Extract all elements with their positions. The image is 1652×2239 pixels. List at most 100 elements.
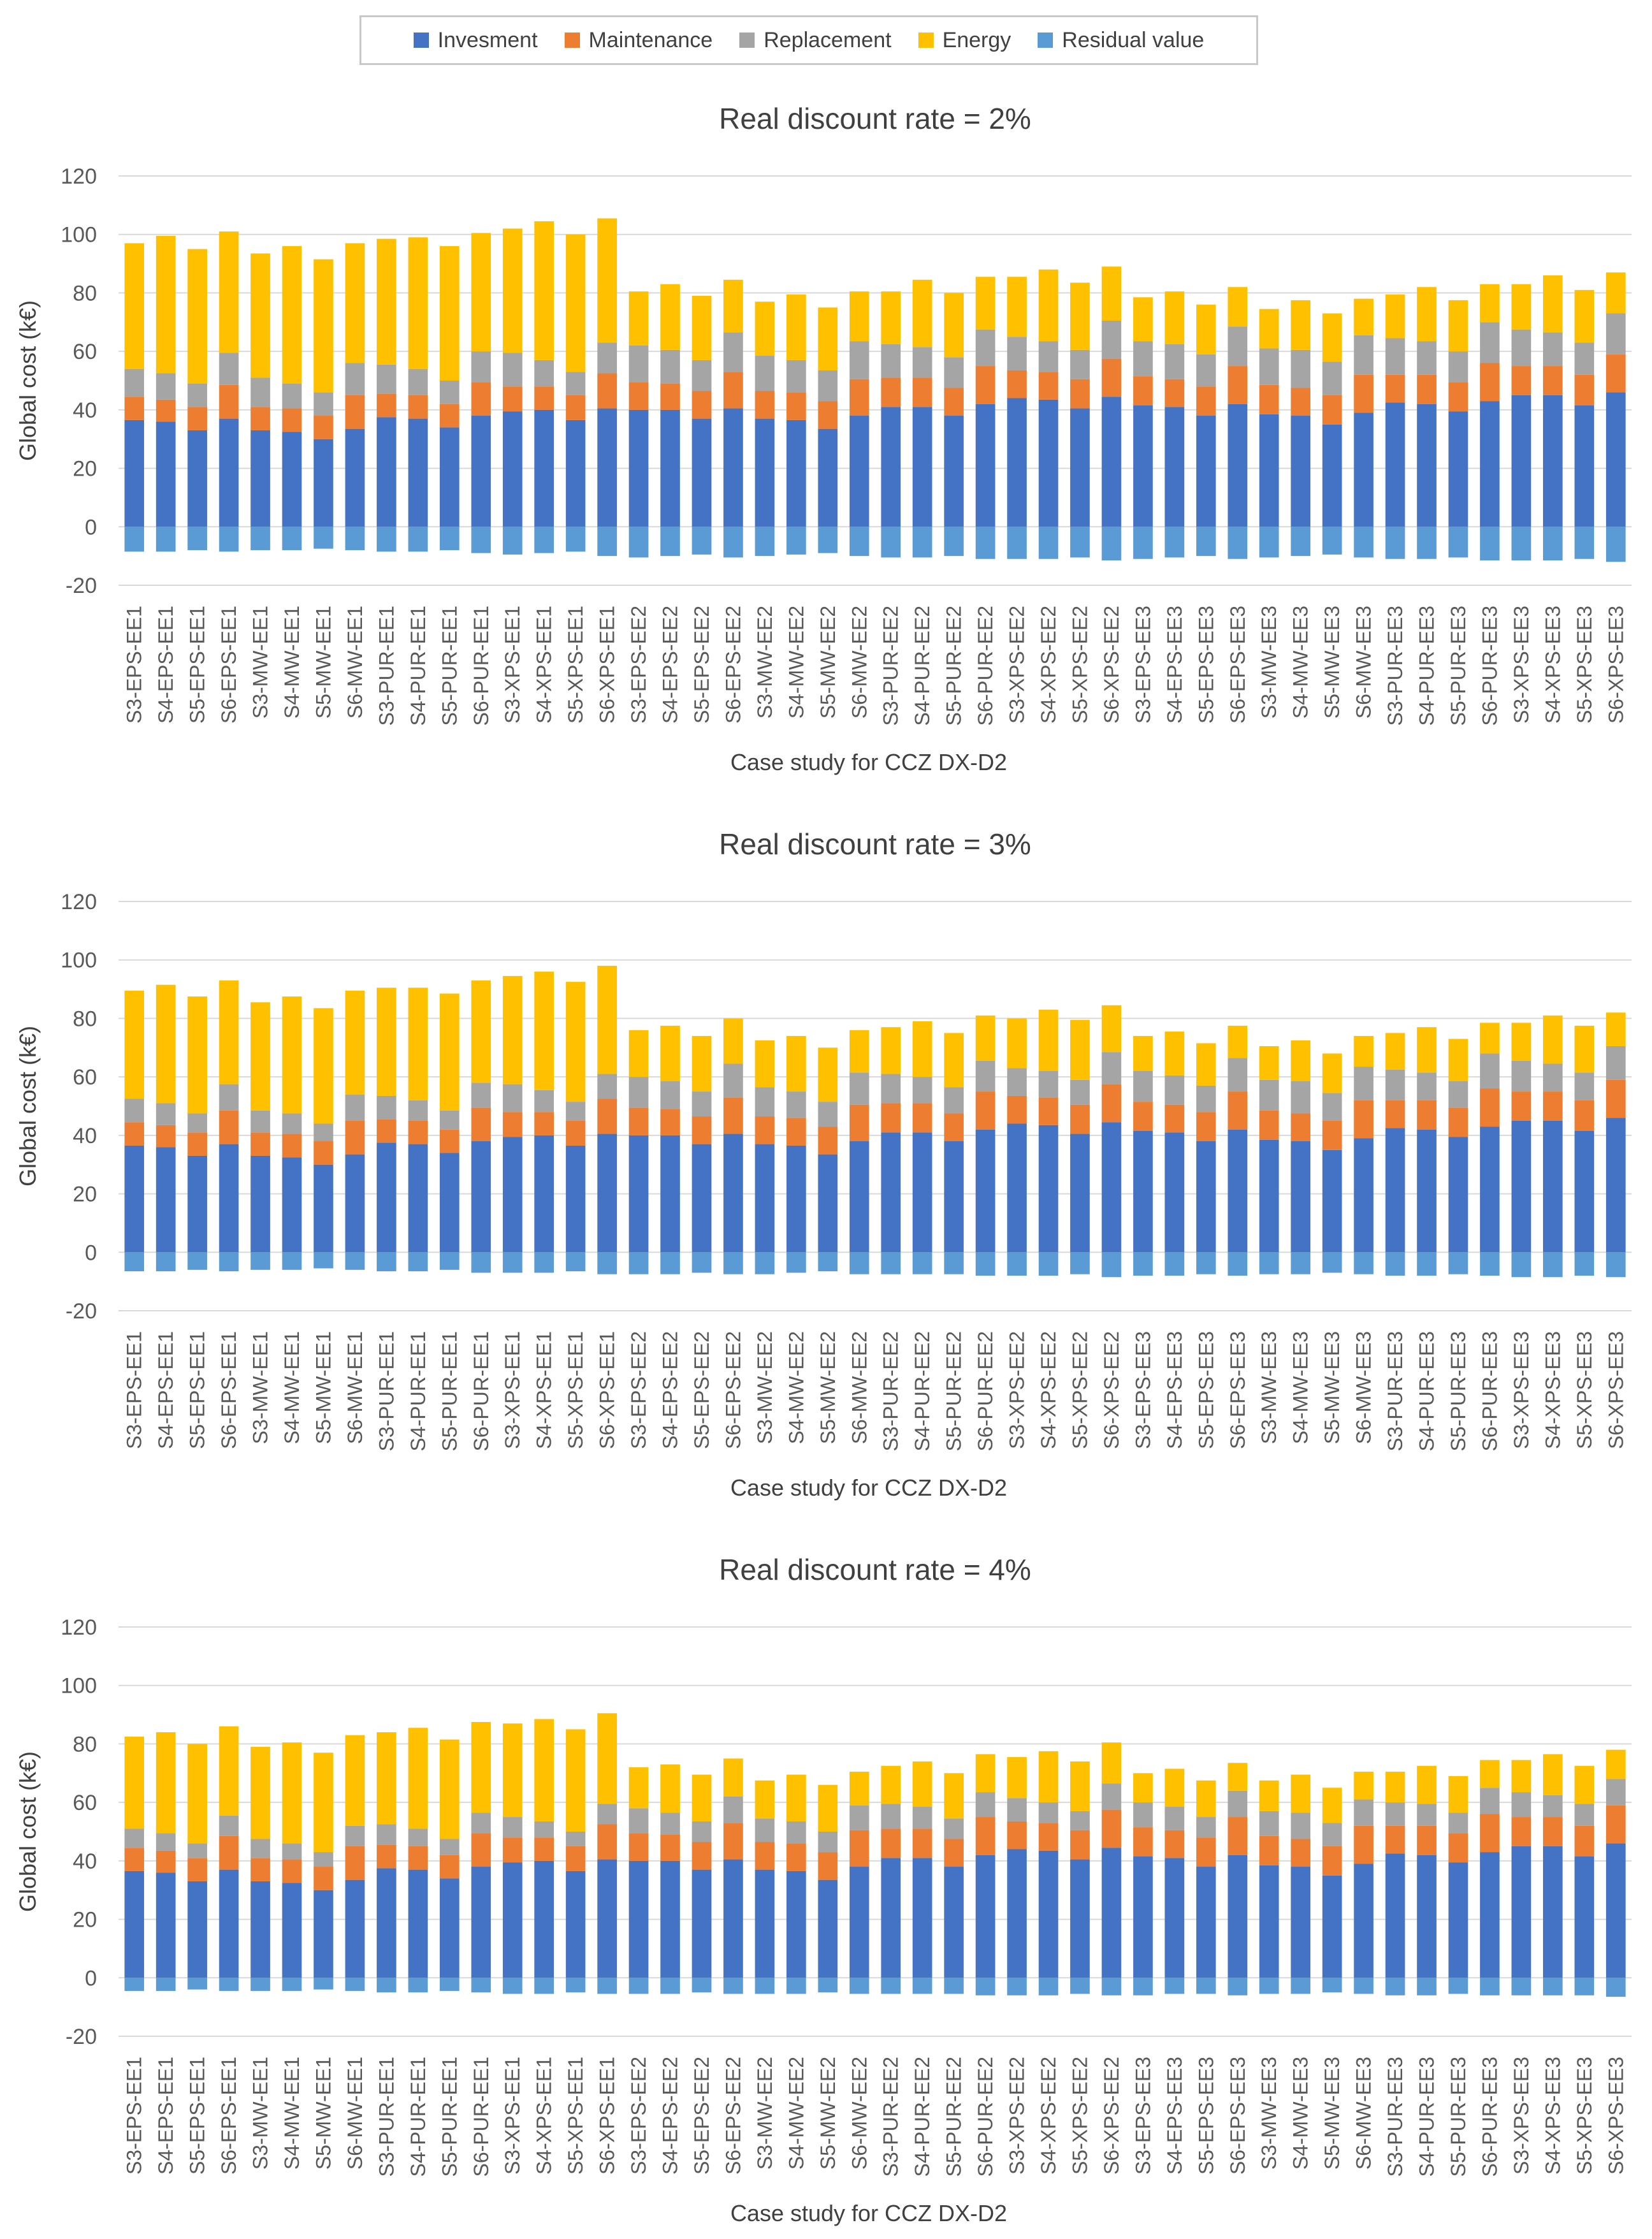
bar-segment: [1511, 395, 1532, 527]
bar-segment: [1322, 1978, 1342, 1993]
bar-segment: [723, 372, 743, 409]
bar-segment: [912, 1077, 932, 1104]
bar-segment: [1480, 1023, 1500, 1054]
bar-segment: [786, 1821, 806, 1844]
bar-segment: [1164, 1769, 1185, 1807]
x-tick-label: S5-MW-EE3: [1321, 1331, 1344, 1444]
bar-segment: [1133, 1978, 1153, 1995]
bar-segment: [1101, 1052, 1122, 1084]
x-tick-label: S3-XPS-EE2: [1006, 606, 1029, 724]
bar-segment: [1480, 527, 1500, 561]
x-tick-label: S3-PUR-EE3: [1384, 2057, 1407, 2177]
bar-segment: [1228, 326, 1248, 367]
bar-segment: [1259, 414, 1279, 527]
bar-segment: [1417, 1027, 1437, 1073]
bar-segment: [660, 1252, 680, 1274]
bar-segment: [1322, 1252, 1342, 1273]
x-tick-label: S3-EPS-EE3: [1131, 606, 1154, 724]
x-tick-label: S6-PUR-EE3: [1478, 606, 1501, 726]
x-tick-label: S3-EPS-EE1: [123, 606, 146, 724]
x-tick-label: S4-XPS-EE2: [1037, 2057, 1060, 2175]
bar-segment: [124, 527, 145, 552]
bar-segment: [219, 353, 239, 385]
bar-segment: [471, 1978, 491, 1993]
x-tick-label: S4-MW-EE3: [1289, 606, 1312, 718]
bar-segment: [282, 1843, 302, 1860]
bar-segment: [502, 1978, 523, 1994]
legend-item: Maintenance: [564, 28, 713, 53]
y-tick-label: 80: [73, 281, 97, 305]
bar-segment: [849, 1978, 869, 1994]
bar-segment: [1574, 342, 1595, 375]
bar-segment: [250, 430, 270, 527]
bar-segment: [565, 1832, 586, 1846]
bar-segment: [1385, 1802, 1405, 1826]
bar-segment: [187, 1155, 207, 1253]
y-tick-label: 100: [61, 223, 97, 247]
bar-segment: [156, 1125, 176, 1148]
bar-segment: [502, 353, 523, 387]
bar-segment: [912, 279, 932, 347]
bar-segment: [723, 279, 743, 333]
bar-segment: [471, 527, 491, 553]
bar-segment: [471, 351, 491, 383]
bar-segment: [818, 1154, 838, 1253]
x-tick-label: S3-XPS-EE1: [501, 1331, 524, 1449]
bar-segment: [944, 527, 964, 557]
bar-segment: [1385, 1825, 1405, 1854]
bar-segment: [975, 1129, 996, 1253]
bar-segment: [1480, 1252, 1500, 1276]
bar-segment: [439, 1129, 460, 1153]
bar-segment: [439, 1878, 460, 1978]
bar-segment: [1543, 332, 1563, 367]
bar-segment: [250, 1839, 270, 1858]
bar-segment: [156, 236, 176, 374]
x-tick-label: S6-EPS-EE2: [721, 2057, 744, 2175]
x-tick-label: S5-MW-EE3: [1321, 2057, 1344, 2170]
x-tick-label: S5-XPS-EE3: [1573, 606, 1596, 724]
y-tick-label: 0: [85, 1966, 97, 1990]
bar-segment: [849, 527, 869, 557]
chart-title: Real discount rate = 2%: [719, 102, 1031, 135]
bar-segment: [282, 432, 302, 527]
x-tick-label: S5-EPS-EE2: [690, 606, 713, 724]
bar-segment: [1543, 1795, 1563, 1818]
bar-segment: [1259, 1079, 1279, 1111]
bar-segment: [944, 388, 964, 416]
x-tick-label: S4-EPS-EE1: [154, 2057, 177, 2175]
bar-segment: [786, 392, 806, 420]
bar-segment: [1133, 1102, 1153, 1131]
bar-segment: [1101, 320, 1122, 359]
bar-segment: [881, 527, 901, 558]
bar-segment: [219, 1835, 239, 1870]
bar-segment: [849, 1141, 869, 1253]
bar-segment: [1574, 1856, 1595, 1978]
bar-segment: [818, 370, 838, 402]
bar-segment: [849, 416, 869, 527]
bar-segment: [912, 1132, 932, 1253]
x-tick-label: S3-MW-EE3: [1257, 1331, 1280, 1444]
bar-segment: [282, 408, 302, 432]
bar-segment: [975, 1817, 996, 1855]
bar-segment: [1480, 1978, 1500, 1995]
bar-segment: [1574, 1252, 1595, 1276]
bar-segment: [881, 1027, 901, 1074]
bar-segment: [1196, 527, 1216, 557]
legend-swatch: [739, 33, 755, 48]
bar-segment: [944, 1773, 964, 1819]
bar-segment: [408, 988, 428, 1100]
bar-segment: [502, 1817, 523, 1838]
bar-segment: [565, 419, 586, 527]
bar-segment: [944, 1818, 964, 1839]
bar-segment: [1417, 404, 1437, 527]
y-tick-label: 0: [85, 1241, 97, 1265]
bar-segment: [502, 386, 523, 412]
bar-segment: [628, 409, 649, 527]
bar-segment: [1228, 527, 1248, 559]
bar-segment: [1480, 1053, 1500, 1089]
bar-segment: [692, 1252, 712, 1273]
bar-segment: [1133, 376, 1153, 405]
x-tick-label: S4-PUR-EE2: [911, 2057, 934, 2177]
bar-segment: [1543, 1091, 1563, 1121]
bar-segment: [1448, 300, 1468, 352]
